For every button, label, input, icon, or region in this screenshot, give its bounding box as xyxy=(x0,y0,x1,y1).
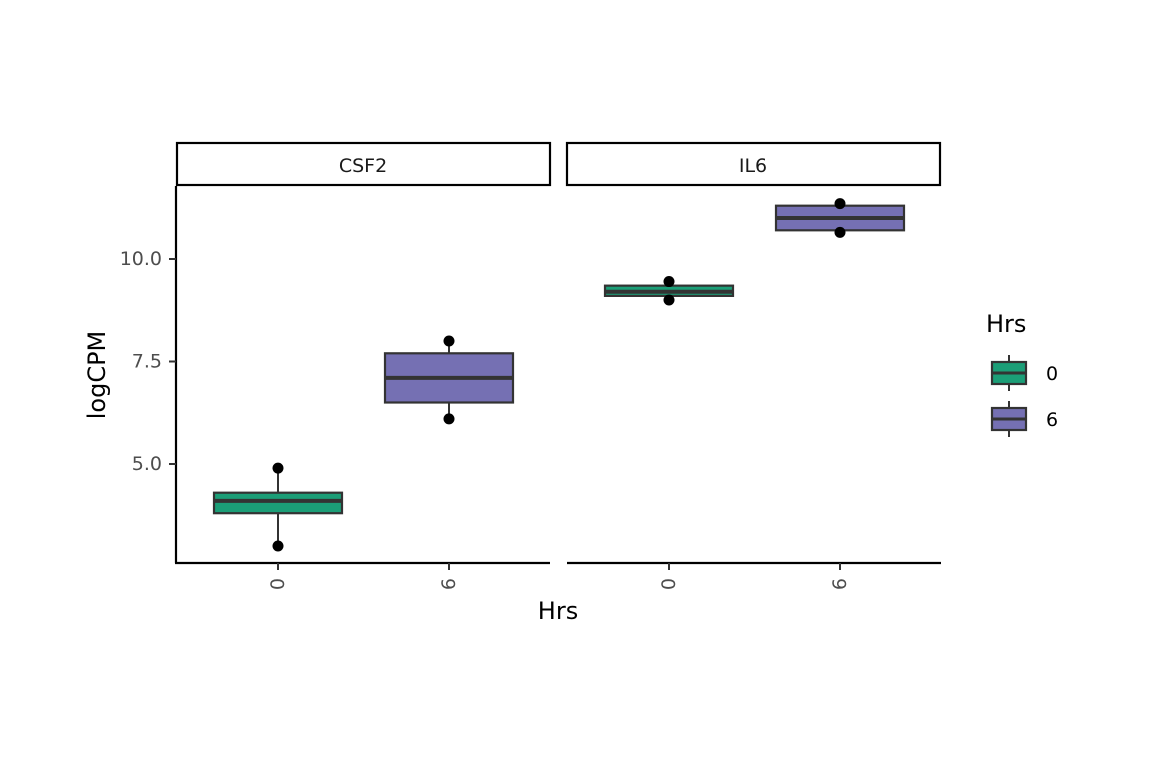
y-tick-label-1: 5.0 xyxy=(132,453,162,475)
facet-strip-1-box xyxy=(175,141,552,187)
legend-label-6: 6 xyxy=(1046,409,1058,431)
facet-2-group-6-point-1 xyxy=(834,226,846,238)
y-ticks: 5.0 7.5 10.0 xyxy=(120,248,176,475)
box-layer xyxy=(212,198,906,552)
x-tick-label-p1-6: 6 xyxy=(438,578,460,590)
y-tick-label-2: 7.5 xyxy=(132,351,162,373)
legend-key-6: 6 xyxy=(990,401,1058,437)
legend-label-0: 0 xyxy=(1046,363,1058,385)
facet-strip-2-box xyxy=(565,141,942,187)
x-tick-label-p2-6: 6 xyxy=(829,578,851,590)
facet-1-group-6-point-1 xyxy=(443,413,455,425)
x-ticks: 0 6 0 6 xyxy=(267,563,851,590)
y-axis-title: logCPM xyxy=(83,331,111,420)
facet-2-group-0-point-2 xyxy=(663,276,675,288)
facet-1-group-6-point-2 xyxy=(443,335,455,347)
facet-strip-2: IL6 xyxy=(565,141,942,187)
facet-2-group-6-point-2 xyxy=(834,198,846,210)
legend-key-0: 0 xyxy=(990,355,1058,391)
facet-1-group-0-point-2 xyxy=(272,462,284,474)
facet-strip-1: CSF2 xyxy=(175,141,552,187)
x-tick-label-p1-0: 0 xyxy=(267,578,289,590)
facet-strip-1-label: CSF2 xyxy=(339,155,387,177)
facet-1-group-0-box xyxy=(212,491,344,515)
legend-title: Hrs xyxy=(986,310,1026,338)
facet-strip-2-label: IL6 xyxy=(739,155,767,177)
facet-1-group-0-point-1 xyxy=(272,540,284,552)
x-tick-label-p2-0: 0 xyxy=(658,578,680,590)
legend: Hrs 0 6 xyxy=(986,310,1058,437)
facet-2-group-0-point-1 xyxy=(663,294,675,306)
y-tick-label-3: 10.0 xyxy=(120,248,162,270)
x-axis-title: Hrs xyxy=(538,597,578,625)
